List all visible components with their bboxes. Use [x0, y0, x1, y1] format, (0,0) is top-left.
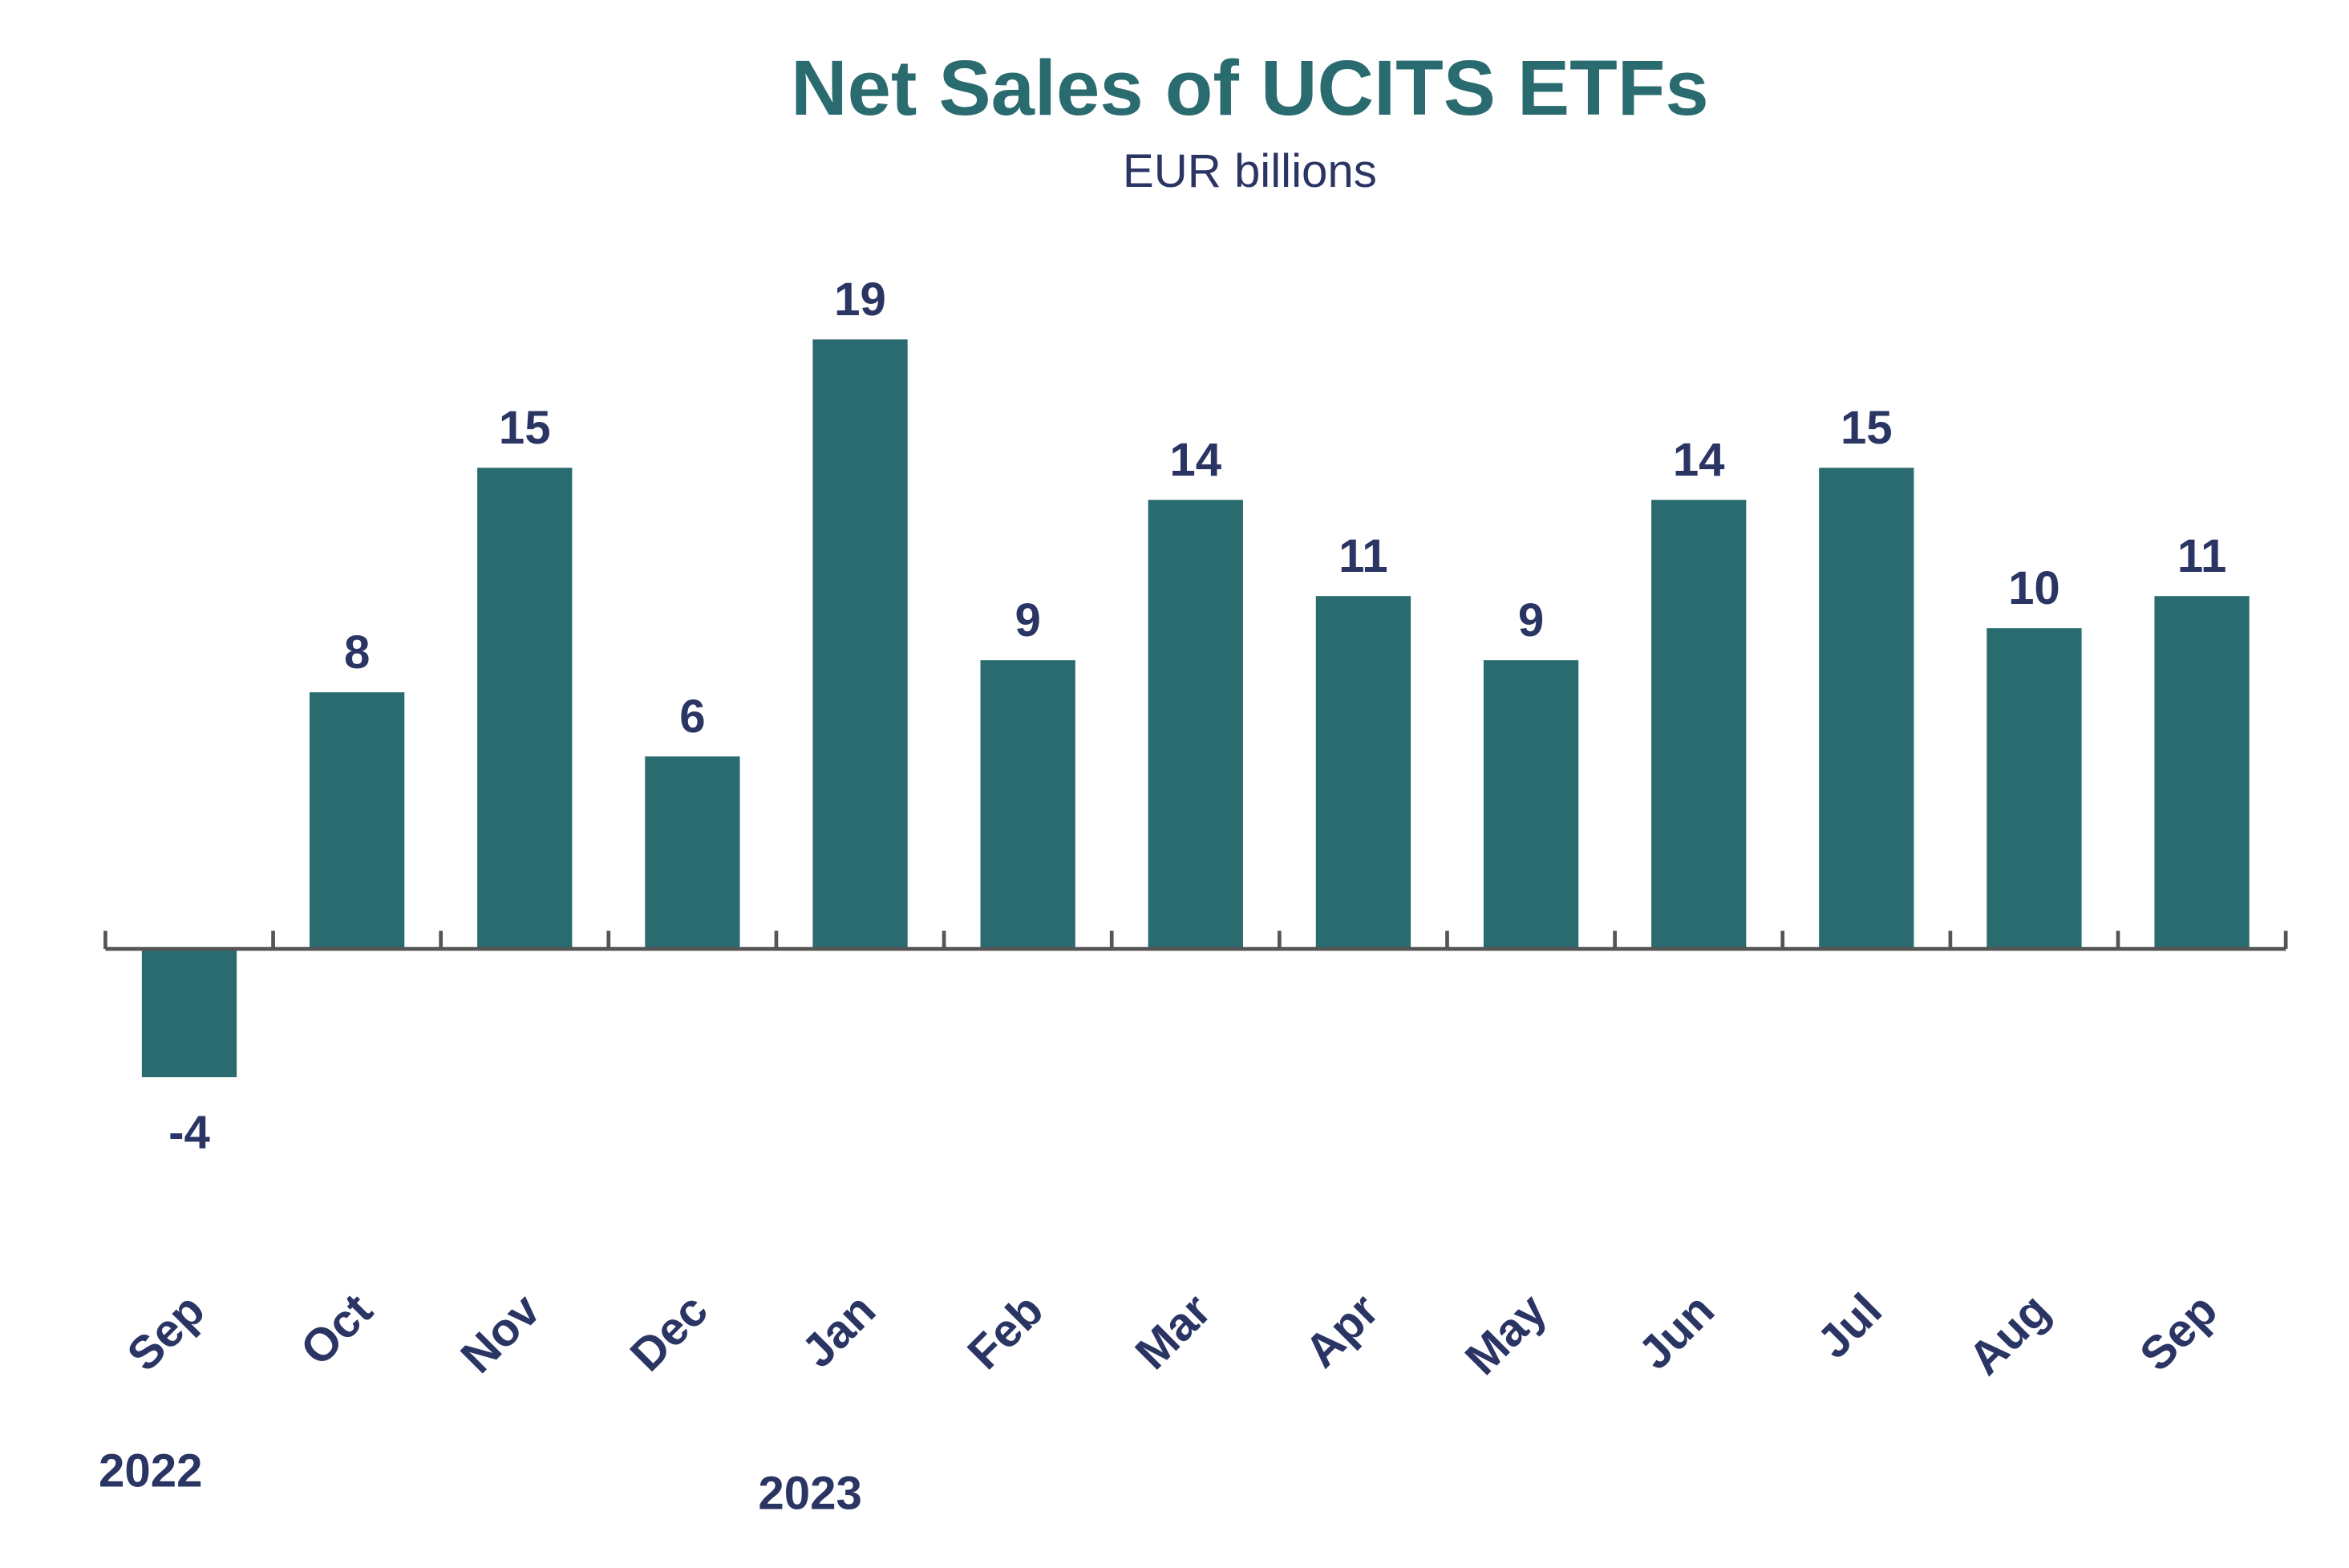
tick-label-11: Aug: [1958, 1284, 2059, 1385]
data-label-7: 11: [1339, 530, 1388, 582]
year-label-2023: 2023: [758, 1468, 861, 1520]
bar-3: [645, 756, 740, 950]
chart-subtitle: EUR billions: [1123, 145, 1377, 197]
data-label-3: 6: [679, 691, 705, 743]
data-label-11: 10: [2008, 562, 2060, 614]
data-label-8: 9: [1518, 594, 1544, 646]
tick-label-6: Mar: [1125, 1284, 1221, 1380]
bar-9: [1651, 500, 1747, 950]
tick-label-10: Jul: [1808, 1284, 1892, 1368]
bar-4: [812, 339, 908, 950]
year-label-2022: 2022: [99, 1444, 202, 1497]
x-axis: Sep Oct Nov Dec Jan Feb Mar Apr May Jun Jul Aug Sep: [103, 930, 2288, 1385]
data-label-6: 14: [1169, 434, 1221, 486]
tick-label-3: Dec: [621, 1284, 718, 1381]
tick-label-2: Nov: [451, 1283, 550, 1383]
tick-label-9: Jun: [1629, 1284, 1724, 1380]
bar-0: [141, 949, 237, 1078]
data-label-12: 11: [2177, 530, 2227, 582]
bar-11: [1987, 628, 2082, 950]
bar-2: [477, 468, 573, 950]
chart-title: Net Sales of UCITS ETFs: [791, 44, 1709, 132]
bar-7: [1315, 596, 1411, 950]
tick-label-4: Jan: [792, 1284, 885, 1378]
data-label-2: 15: [499, 402, 551, 454]
tick-label-5: Feb: [958, 1284, 1053, 1380]
data-label-1: 8: [344, 626, 370, 679]
data-label-4: 19: [834, 273, 886, 326]
bar-6: [1148, 500, 1243, 950]
tick-label-0: Sep: [117, 1284, 214, 1381]
data-label-5: 9: [1015, 594, 1040, 646]
tick-label-7: Apr: [1295, 1284, 1389, 1378]
data-label-9: 14: [1673, 434, 1725, 486]
data-label-10: 15: [1841, 402, 1893, 454]
tick-label-12: Sep: [2130, 1284, 2227, 1381]
bar-10: [1819, 468, 1914, 950]
bar-8: [1483, 660, 1579, 950]
bar-5: [980, 660, 1075, 950]
tick-label-8: May: [1456, 1283, 1557, 1384]
data-label-0: -4: [168, 1106, 210, 1158]
tick-label-1: Oct: [290, 1284, 383, 1376]
bar-1: [309, 692, 405, 950]
bars: -4 8 15 6 19 9 14 11 9 14 15 10 11: [141, 273, 2250, 1158]
bar-12: [2154, 596, 2250, 950]
